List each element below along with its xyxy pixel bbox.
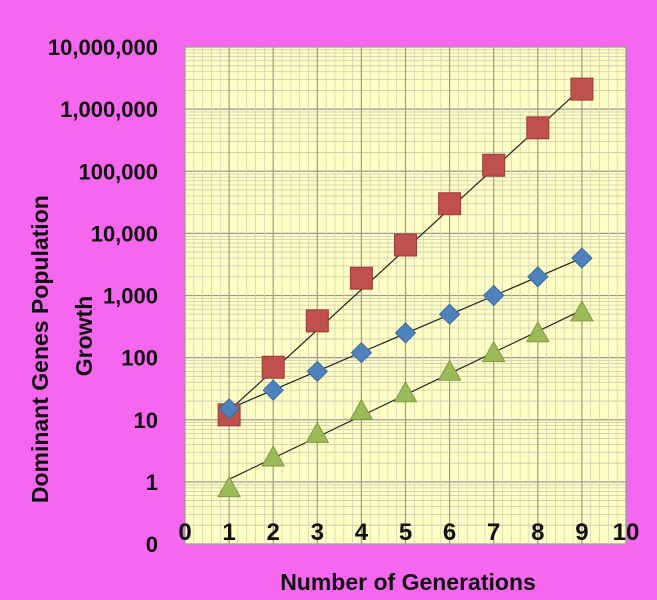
data-point-diamond	[482, 284, 505, 307]
x-tick-label: 3	[311, 519, 324, 546]
data-point-triangle	[437, 359, 462, 381]
x-tick-label: 0	[178, 519, 191, 546]
y-tick-label: 1,000	[103, 284, 158, 309]
data-point-square	[526, 116, 550, 140]
y-tick-label: 10,000,000	[48, 35, 158, 60]
y-tick-label: 100	[121, 346, 158, 371]
y-axis-ticks: 0 1 10 100 1,000 10,000 100,000 1,000,000 10,000…	[48, 35, 158, 557]
data-point-diamond	[262, 379, 284, 401]
data-point-diamond	[306, 360, 329, 383]
data-marks	[217, 77, 594, 498]
y-tick-label: 100,000	[78, 159, 158, 184]
data-point-triangle	[305, 421, 330, 443]
data-point-diamond	[218, 398, 240, 420]
y-axis-label: Dominant Genes Population Growth	[27, 189, 97, 503]
data-point-square	[261, 355, 285, 379]
data-point-triangle	[217, 475, 241, 498]
data-point-square	[438, 192, 462, 216]
data-point-triangle	[525, 320, 550, 343]
y-axis-label-line-2: Growth	[71, 296, 97, 377]
y-axis-label-line-1: Dominant Genes Population	[27, 195, 53, 503]
y-tick-label: 10	[134, 408, 158, 433]
data-point-square	[349, 266, 373, 290]
data-point-diamond	[438, 303, 461, 325]
x-tick-label: 2	[267, 519, 280, 546]
data-point-triangle	[393, 380, 418, 403]
data-point-triangle	[261, 445, 286, 467]
data-point-triangle	[481, 340, 506, 363]
data-point-square	[570, 77, 594, 101]
x-tick-label: 9	[575, 519, 588, 546]
x-tick-label: 6	[443, 519, 456, 546]
x-tick-label: 10	[613, 519, 640, 546]
gridlines	[184, 46, 627, 545]
data-point-diamond	[394, 322, 417, 344]
data-point-square	[482, 153, 506, 177]
data-point-square	[394, 233, 417, 257]
data-point-triangle	[570, 300, 594, 322]
data-point-diamond	[571, 247, 593, 269]
x-tick-label: 8	[531, 519, 544, 546]
data-point-diamond	[527, 266, 549, 288]
x-tick-label: 1	[222, 519, 235, 546]
x-axis-ticks: 0 1 2 3 4 5 6 7 8 9 10	[178, 519, 639, 546]
y-tick-label: 0	[146, 532, 158, 557]
x-axis-label: Number of Generations	[280, 569, 536, 595]
x-tick-label: 7	[487, 519, 500, 546]
x-tick-label: 4	[355, 519, 369, 546]
data-point-triangle	[349, 398, 374, 420]
x-tick-label: 5	[399, 519, 412, 546]
data-point-diamond	[350, 341, 373, 364]
y-tick-label: 1,000,000	[60, 97, 158, 122]
data-point-square	[305, 309, 329, 333]
y-tick-label: 10,000	[91, 221, 158, 246]
y-tick-label: 1	[146, 470, 158, 495]
